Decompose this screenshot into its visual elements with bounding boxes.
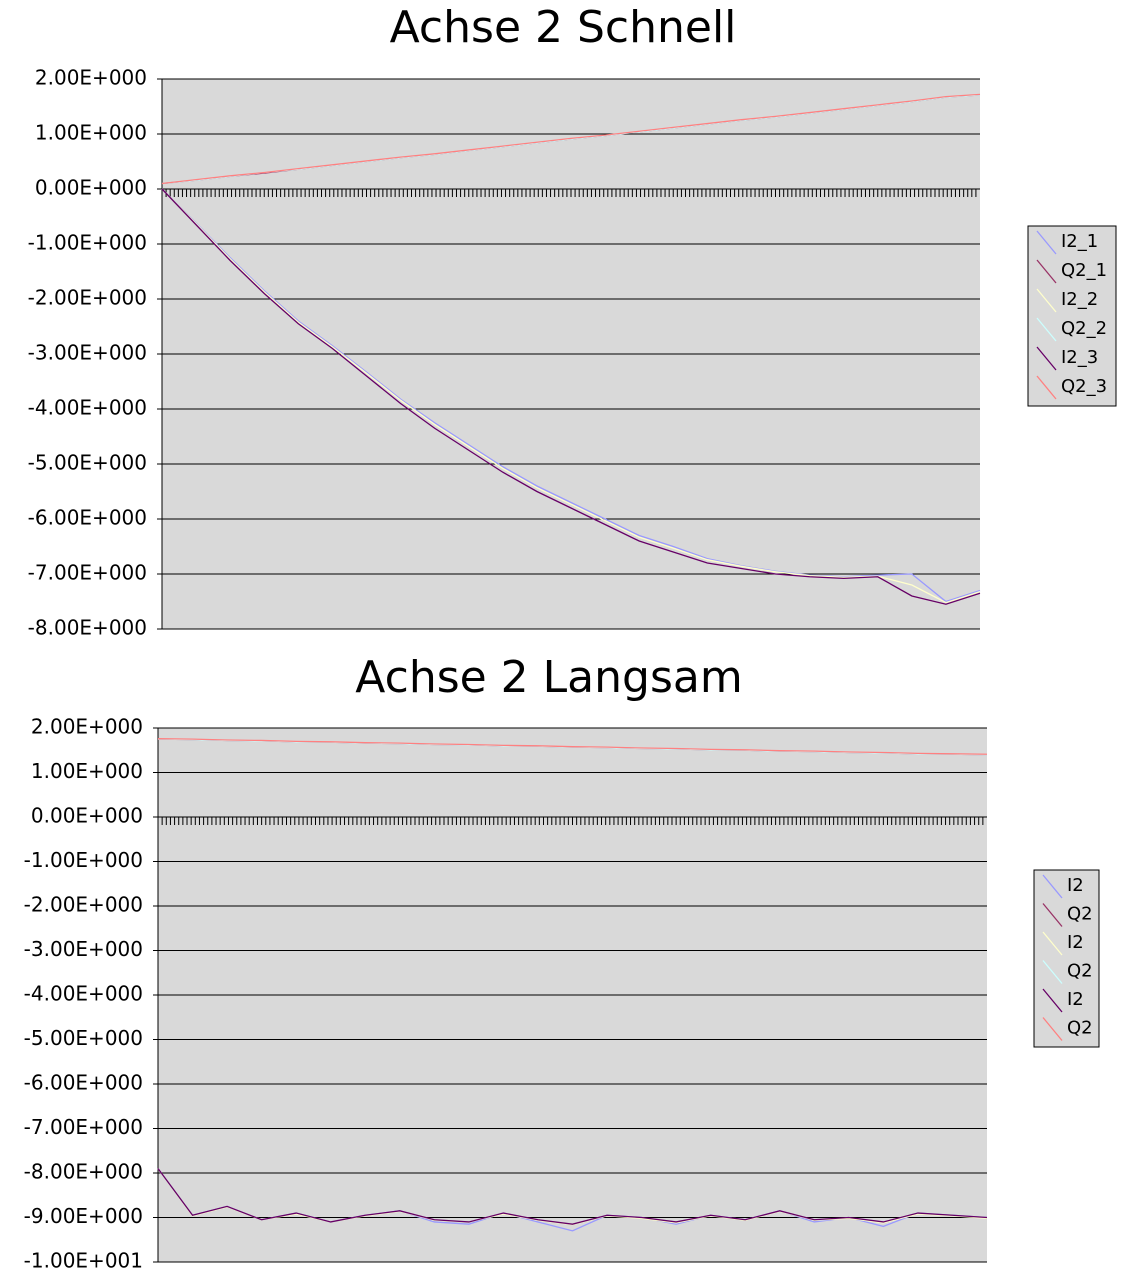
legend-symbol — [1042, 931, 1063, 956]
y-tick-label: -3.00E+000 — [24, 937, 143, 961]
legend-symbol — [1036, 346, 1057, 371]
y-tick-label: -8.00E+000 — [24, 1160, 143, 1184]
legend-label: I2 — [1067, 989, 1084, 1010]
y-tick-label: 1.00E+000 — [35, 121, 147, 145]
y-tick-label: -2.00E+000 — [24, 893, 143, 917]
y-tick-label: 0.00E+000 — [31, 804, 143, 828]
y-tick-label: -8.00E+000 — [28, 616, 147, 640]
series-line — [161, 188, 981, 605]
legend-label: Q2 — [1067, 904, 1093, 925]
legend-symbol — [1042, 874, 1063, 899]
y-tick-label: -4.00E+000 — [28, 396, 147, 420]
legend-symbol — [1042, 1017, 1063, 1041]
legend-label: Q2_1 — [1061, 260, 1107, 281]
y-tick-label: -3.00E+000 — [28, 341, 147, 365]
legend-symbol — [1042, 903, 1063, 927]
series-line — [157, 1168, 988, 1225]
y-tick-label: -6.00E+000 — [28, 506, 147, 530]
legend-symbol — [1036, 259, 1057, 284]
legend-label: I2_3 — [1061, 347, 1098, 368]
series-line — [161, 188, 981, 604]
y-tick-label: 0.00E+000 — [35, 176, 147, 200]
legend-label: I2_1 — [1061, 231, 1098, 252]
y-tick-label: -5.00E+000 — [28, 451, 147, 475]
y-tick-label: -2.00E+000 — [28, 286, 147, 310]
legend-symbol — [1036, 288, 1057, 313]
legend-label: I2 — [1067, 932, 1084, 953]
chart-title: Achse 2 Schnell — [390, 2, 737, 53]
legend-label: I2_2 — [1061, 289, 1098, 310]
legend-symbol — [1036, 230, 1057, 255]
y-tick-label: -6.00E+000 — [24, 1071, 143, 1095]
legend-box — [1027, 225, 1117, 407]
legend-label: Q2_2 — [1061, 318, 1107, 339]
legend-symbol — [1036, 317, 1057, 342]
legend-symbol — [1042, 988, 1063, 1013]
y-tick-label: 2.00E+000 — [31, 715, 143, 739]
y-tick-label: -7.00E+000 — [28, 561, 147, 585]
legend-box — [1033, 869, 1100, 1048]
legend-symbol — [1042, 960, 1063, 984]
y-tick-label: -1.00E+001 — [24, 1249, 143, 1273]
y-tick-label: -1.00E+000 — [28, 231, 147, 255]
series-line — [161, 93, 981, 185]
series-line — [157, 738, 988, 755]
legend-symbol — [1036, 375, 1057, 400]
y-tick-label: 2.00E+000 — [35, 66, 147, 90]
legend-label: Q2_3 — [1061, 376, 1107, 397]
y-tick-label: -9.00E+000 — [24, 1204, 143, 1228]
chart-title: Achse 2 Langsam — [355, 652, 742, 703]
y-tick-label: 1.00E+000 — [31, 759, 143, 783]
y-tick-label: -1.00E+000 — [24, 848, 143, 872]
y-tick-label: -7.00E+000 — [24, 1115, 143, 1139]
legend-label: Q2 — [1067, 961, 1093, 982]
legend-label: Q2 — [1067, 1018, 1093, 1039]
y-tick-label: -4.00E+000 — [24, 982, 143, 1006]
y-tick-label: -5.00E+000 — [24, 1026, 143, 1050]
legend-label: I2 — [1067, 875, 1084, 896]
